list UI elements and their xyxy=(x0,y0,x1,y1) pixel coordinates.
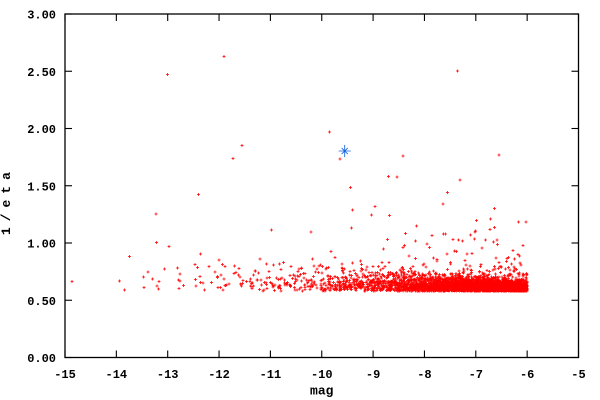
svg-text:-12: -12 xyxy=(208,368,230,382)
svg-text:2.50: 2.50 xyxy=(27,66,56,80)
svg-text:-11: -11 xyxy=(260,368,282,382)
svg-text:0.00: 0.00 xyxy=(27,352,56,366)
svg-text:1/eta: 1/eta xyxy=(0,166,14,235)
svg-text:0.50: 0.50 xyxy=(27,295,56,309)
svg-text:1.50: 1.50 xyxy=(27,180,56,194)
svg-text:3.00: 3.00 xyxy=(27,9,56,23)
svg-text:-5: -5 xyxy=(571,368,585,382)
svg-text:-14: -14 xyxy=(106,368,128,382)
svg-text:-9: -9 xyxy=(366,368,380,382)
svg-text:-10: -10 xyxy=(311,368,333,382)
svg-text:-7: -7 xyxy=(469,368,483,382)
svg-text:-15: -15 xyxy=(54,368,76,382)
svg-text:-13: -13 xyxy=(157,368,179,382)
svg-text:-6: -6 xyxy=(520,368,534,382)
svg-text:1.00: 1.00 xyxy=(27,238,56,252)
svg-text:-8: -8 xyxy=(417,368,431,382)
svg-text:2.00: 2.00 xyxy=(27,123,56,137)
svg-text:mag: mag xyxy=(310,384,334,399)
